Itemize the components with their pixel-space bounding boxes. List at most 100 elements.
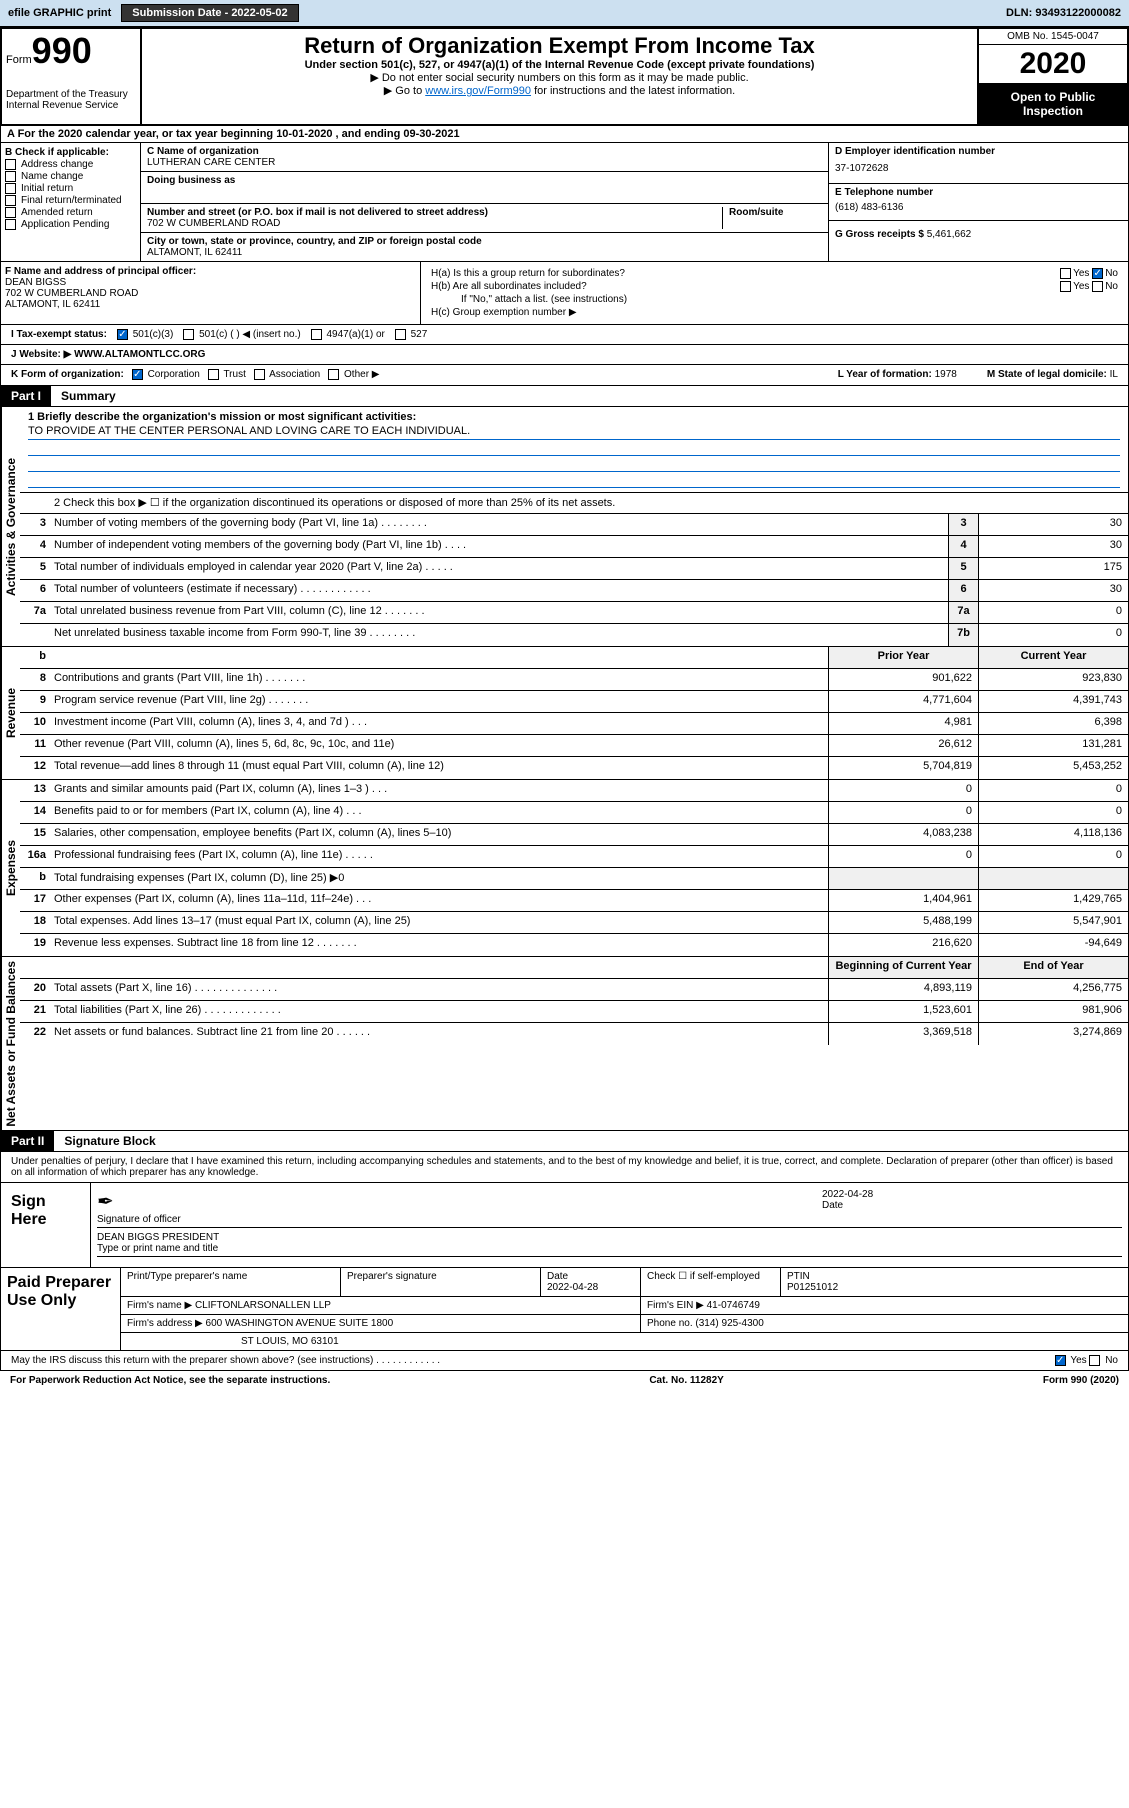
irs-discuss-text: May the IRS discuss this return with the… — [11, 1355, 1055, 1366]
j-val: WWW.ALTAMONTLCC.ORG — [74, 349, 205, 360]
firm-ein-lbl: Firm's EIN ▶ — [647, 1300, 704, 1311]
ha-yes[interactable] — [1060, 268, 1071, 279]
c-city: ALTAMONT, IL 62411 — [147, 247, 822, 258]
prep-h-date: Date — [547, 1271, 634, 1282]
firm-addr1: 600 WASHINGTON AVENUE SUITE 1800 — [206, 1318, 394, 1329]
irs-link[interactable]: www.irs.gov/Form990 — [425, 85, 531, 97]
col-b-checkboxes: B Check if applicable: Address change Na… — [1, 143, 141, 261]
form-title-box: Return of Organization Exempt From Incom… — [142, 29, 977, 124]
sig-name: DEAN BIGGS PRESIDENT — [97, 1232, 1122, 1243]
cb-name-change[interactable]: Name change — [5, 171, 136, 182]
prep-date-val: 2022-04-28 — [547, 1282, 634, 1293]
cb-4947[interactable] — [311, 329, 322, 340]
q1-label: 1 Briefly describe the organization's mi… — [28, 411, 1120, 423]
cb-address-change[interactable]: Address change — [5, 159, 136, 170]
firm-addr2: ST LOUIS, MO 63101 — [121, 1333, 1128, 1350]
block-bcd: B Check if applicable: Address change Na… — [0, 143, 1129, 262]
irs-yes[interactable] — [1055, 1355, 1066, 1366]
q2-text: 2 Check this box ▶ ☐ if the organization… — [50, 493, 1128, 513]
firm-name: CLIFTONLARSONALLEN LLP — [195, 1300, 331, 1311]
irs-no[interactable] — [1089, 1355, 1100, 1366]
cb-corp[interactable] — [132, 369, 143, 380]
row-j-website: J Website: ▶ WWW.ALTAMONTLCC.ORG — [0, 345, 1129, 365]
sig-date-val: 2022-04-28 — [822, 1189, 1122, 1200]
cb-initial-return[interactable]: Initial return — [5, 183, 136, 194]
row-klm: K Form of organization: Corporation Trus… — [0, 365, 1129, 385]
vlabel-expenses: Expenses — [1, 780, 20, 956]
f-city: ALTAMONT, IL 62411 — [5, 299, 416, 310]
vlabel-netassets: Net Assets or Fund Balances — [1, 957, 20, 1131]
table-row: 17Other expenses (Part IX, column (A), l… — [20, 890, 1128, 912]
g-val: 5,461,662 — [927, 229, 972, 240]
hb-yes[interactable] — [1060, 281, 1071, 292]
phone-val: (314) 925-4300 — [695, 1318, 763, 1329]
m-val: IL — [1110, 369, 1118, 380]
cb-501c[interactable] — [183, 329, 194, 340]
table-row: 3Number of voting members of the governi… — [20, 514, 1128, 536]
cb-trust[interactable] — [208, 369, 219, 380]
inspection-label: Open to Public Inspection — [979, 84, 1127, 124]
prep-h-ptin: PTIN — [787, 1271, 1122, 1282]
prep-h-sig: Preparer's signature — [341, 1268, 541, 1296]
hdr-boy: Beginning of Current Year — [828, 957, 978, 978]
omb-number: OMB No. 1545-0047 — [979, 29, 1127, 45]
table-row: 20Total assets (Part X, line 16) . . . .… — [20, 979, 1128, 1001]
firm-ein: 41-0746749 — [707, 1300, 760, 1311]
cb-app-pending[interactable]: Application Pending — [5, 219, 136, 230]
f-lbl: F Name and address of principal officer: — [5, 266, 416, 277]
cb-assoc[interactable] — [254, 369, 265, 380]
hb-no[interactable] — [1092, 281, 1103, 292]
row-i-taxstatus: I Tax-exempt status: 501(c)(3) 501(c) ( … — [0, 325, 1129, 345]
cb-final-return[interactable]: Final return/terminated — [5, 195, 136, 206]
hc-lbl: H(c) Group exemption number ▶ — [431, 307, 577, 318]
sig-officer-lbl: Signature of officer — [97, 1214, 822, 1225]
submission-date-btn[interactable]: Submission Date - 2022-05-02 — [121, 4, 298, 22]
table-row: 10Investment income (Part VIII, column (… — [20, 713, 1128, 735]
cb-527[interactable] — [395, 329, 406, 340]
section-activities: Activities & Governance 1 Briefly descri… — [0, 407, 1129, 647]
table-row: 11Other revenue (Part VIII, column (A), … — [20, 735, 1128, 757]
cb-501c3[interactable] — [117, 329, 128, 340]
j-lbl: J Website: ▶ — [11, 349, 71, 360]
sign-here-label: Sign Here — [1, 1183, 91, 1267]
table-row: 5Total number of individuals employed in… — [20, 558, 1128, 580]
dln-label: DLN: 93493122000082 — [1006, 7, 1121, 19]
form-note2: ▶ Go to www.irs.gov/Form990 for instruct… — [146, 84, 973, 97]
c-street: 702 W CUMBERLAND ROAD — [147, 218, 722, 229]
c-name-lbl: C Name of organization — [147, 146, 822, 157]
l-lbl: L Year of formation: — [838, 369, 932, 380]
form-year-box: OMB No. 1545-0047 2020 Open to Public In… — [977, 29, 1127, 124]
q1-value: TO PROVIDE AT THE CENTER PERSONAL AND LO… — [28, 423, 1120, 440]
footer-row: For Paperwork Reduction Act Notice, see … — [0, 1371, 1129, 1390]
section-netassets: Net Assets or Fund Balances Beginning of… — [0, 957, 1129, 1132]
e-lbl: E Telephone number — [835, 187, 1122, 198]
table-row: 9Program service revenue (Part VIII, lin… — [20, 691, 1128, 713]
mission-blank2 — [28, 456, 1120, 472]
cb-amended-return[interactable]: Amended return — [5, 207, 136, 218]
table-row: 7aTotal unrelated business revenue from … — [20, 602, 1128, 624]
hb-lbl: H(b) Are all subordinates included? — [431, 281, 587, 292]
hdr-eoy: End of Year — [978, 957, 1128, 978]
section-revenue: Revenue bPrior YearCurrent Year 8Contrib… — [0, 647, 1129, 780]
hdr-prior: Prior Year — [828, 647, 978, 668]
d-val: 37-1072628 — [835, 157, 1122, 180]
table-row: 18Total expenses. Add lines 13–17 (must … — [20, 912, 1128, 934]
table-row: 21Total liabilities (Part X, line 26) . … — [20, 1001, 1128, 1023]
efile-header: efile GRAPHIC print Submission Date - 20… — [0, 0, 1129, 27]
sig-declaration: Under penalties of perjury, I declare th… — [1, 1152, 1128, 1182]
firm-addr-lbl: Firm's address ▶ — [127, 1318, 203, 1329]
prep-h-check: Check ☐ if self-employed — [641, 1268, 781, 1296]
ha-no[interactable] — [1092, 268, 1103, 279]
form-id-box: Form990 Department of the Treasury Inter… — [2, 29, 142, 124]
table-row: 4Number of independent voting members of… — [20, 536, 1128, 558]
footer-pra: For Paperwork Reduction Act Notice, see … — [10, 1375, 330, 1386]
form-subtitle: Under section 501(c), 527, or 4947(a)(1)… — [146, 59, 973, 71]
cb-other[interactable] — [328, 369, 339, 380]
b-label: B Check if applicable: — [5, 147, 136, 158]
efile-label: efile GRAPHIC print — [8, 7, 111, 19]
irs-discuss-row: May the IRS discuss this return with the… — [0, 1351, 1129, 1371]
hb-note: If "No," attach a list. (see instruction… — [431, 294, 1118, 305]
table-row: 22Net assets or fund balances. Subtract … — [20, 1023, 1128, 1045]
table-row: 16aProfessional fundraising fees (Part I… — [20, 846, 1128, 868]
table-row: Net unrelated business taxable income fr… — [20, 624, 1128, 646]
